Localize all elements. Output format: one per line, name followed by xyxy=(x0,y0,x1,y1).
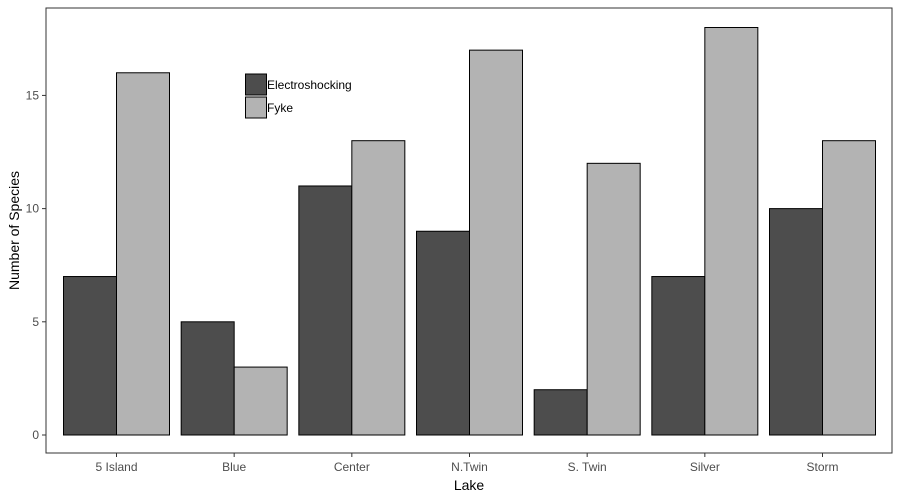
x-axis-title: Lake xyxy=(454,477,485,493)
bar-fyke-center xyxy=(351,140,406,436)
bar-fyke-blue xyxy=(233,366,288,436)
x-tick-label: Silver xyxy=(690,460,720,474)
x-tick-label: Center xyxy=(334,460,370,474)
bar-fyke-n-twin xyxy=(469,49,523,436)
bars-layer xyxy=(63,27,876,436)
bar-electroshocking-5-island xyxy=(63,276,117,436)
bar-fyke-storm xyxy=(822,140,876,436)
x-tick-label: Blue xyxy=(222,460,246,474)
bar-electroshocking-center xyxy=(298,185,353,436)
legend-key-electroshocking xyxy=(245,73,267,96)
bar-electroshocking-s-twin xyxy=(533,389,588,436)
legend-label-fyke: Fyke xyxy=(267,101,293,115)
legend-label-electroshocking: Electroshocking xyxy=(267,78,352,92)
x-tick-label: 5 Island xyxy=(95,460,137,474)
bar-electroshocking-n-twin xyxy=(416,230,470,436)
y-tick-label: 0 xyxy=(32,428,39,442)
bar-fyke-s-twin xyxy=(586,162,641,436)
bar-electroshocking-blue xyxy=(180,321,235,436)
x-axis: 5 Island Blue Center N.Twin S. Twin Silver Sto… xyxy=(95,453,839,474)
legend: Electroshocking Fyke xyxy=(245,73,352,119)
x-tick-label: Storm xyxy=(806,460,838,474)
y-axis: 0 5 10 15 xyxy=(26,88,46,442)
x-tick-label: N.Twin xyxy=(451,460,488,474)
legend-key-fyke xyxy=(245,96,267,119)
y-tick-label: 10 xyxy=(26,202,40,216)
bar-fyke-silver xyxy=(704,27,759,436)
bar-fyke-5-island xyxy=(116,72,170,436)
x-tick-label: S. Twin xyxy=(568,460,607,474)
bar-electroshocking-silver xyxy=(651,276,706,436)
y-tick-label: 5 xyxy=(32,315,39,329)
y-tick-label: 15 xyxy=(26,88,40,102)
y-axis-title: Number of Species xyxy=(6,171,22,290)
bar-electroshocking-storm xyxy=(769,208,823,436)
